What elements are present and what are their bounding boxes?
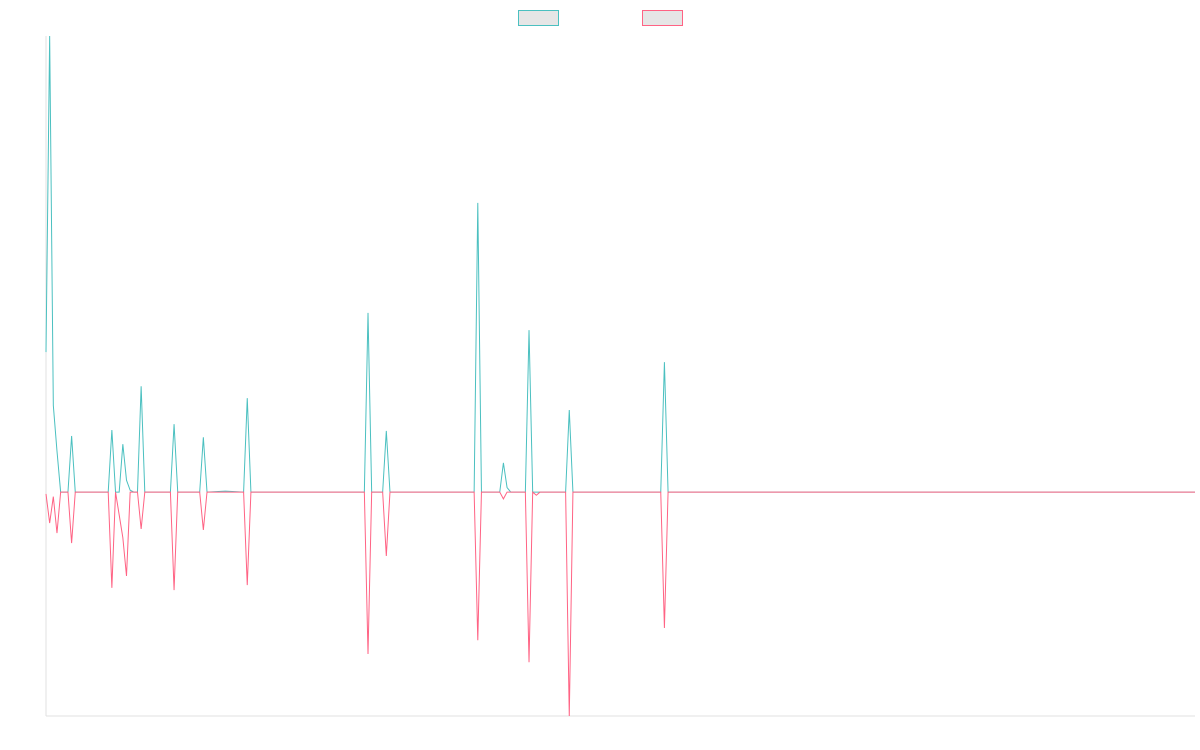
legend-swatch[interactable]	[518, 10, 559, 26]
legend-swatch[interactable]	[642, 10, 683, 26]
series-line	[45, 35, 1195, 493]
series-line	[45, 490, 1195, 717]
